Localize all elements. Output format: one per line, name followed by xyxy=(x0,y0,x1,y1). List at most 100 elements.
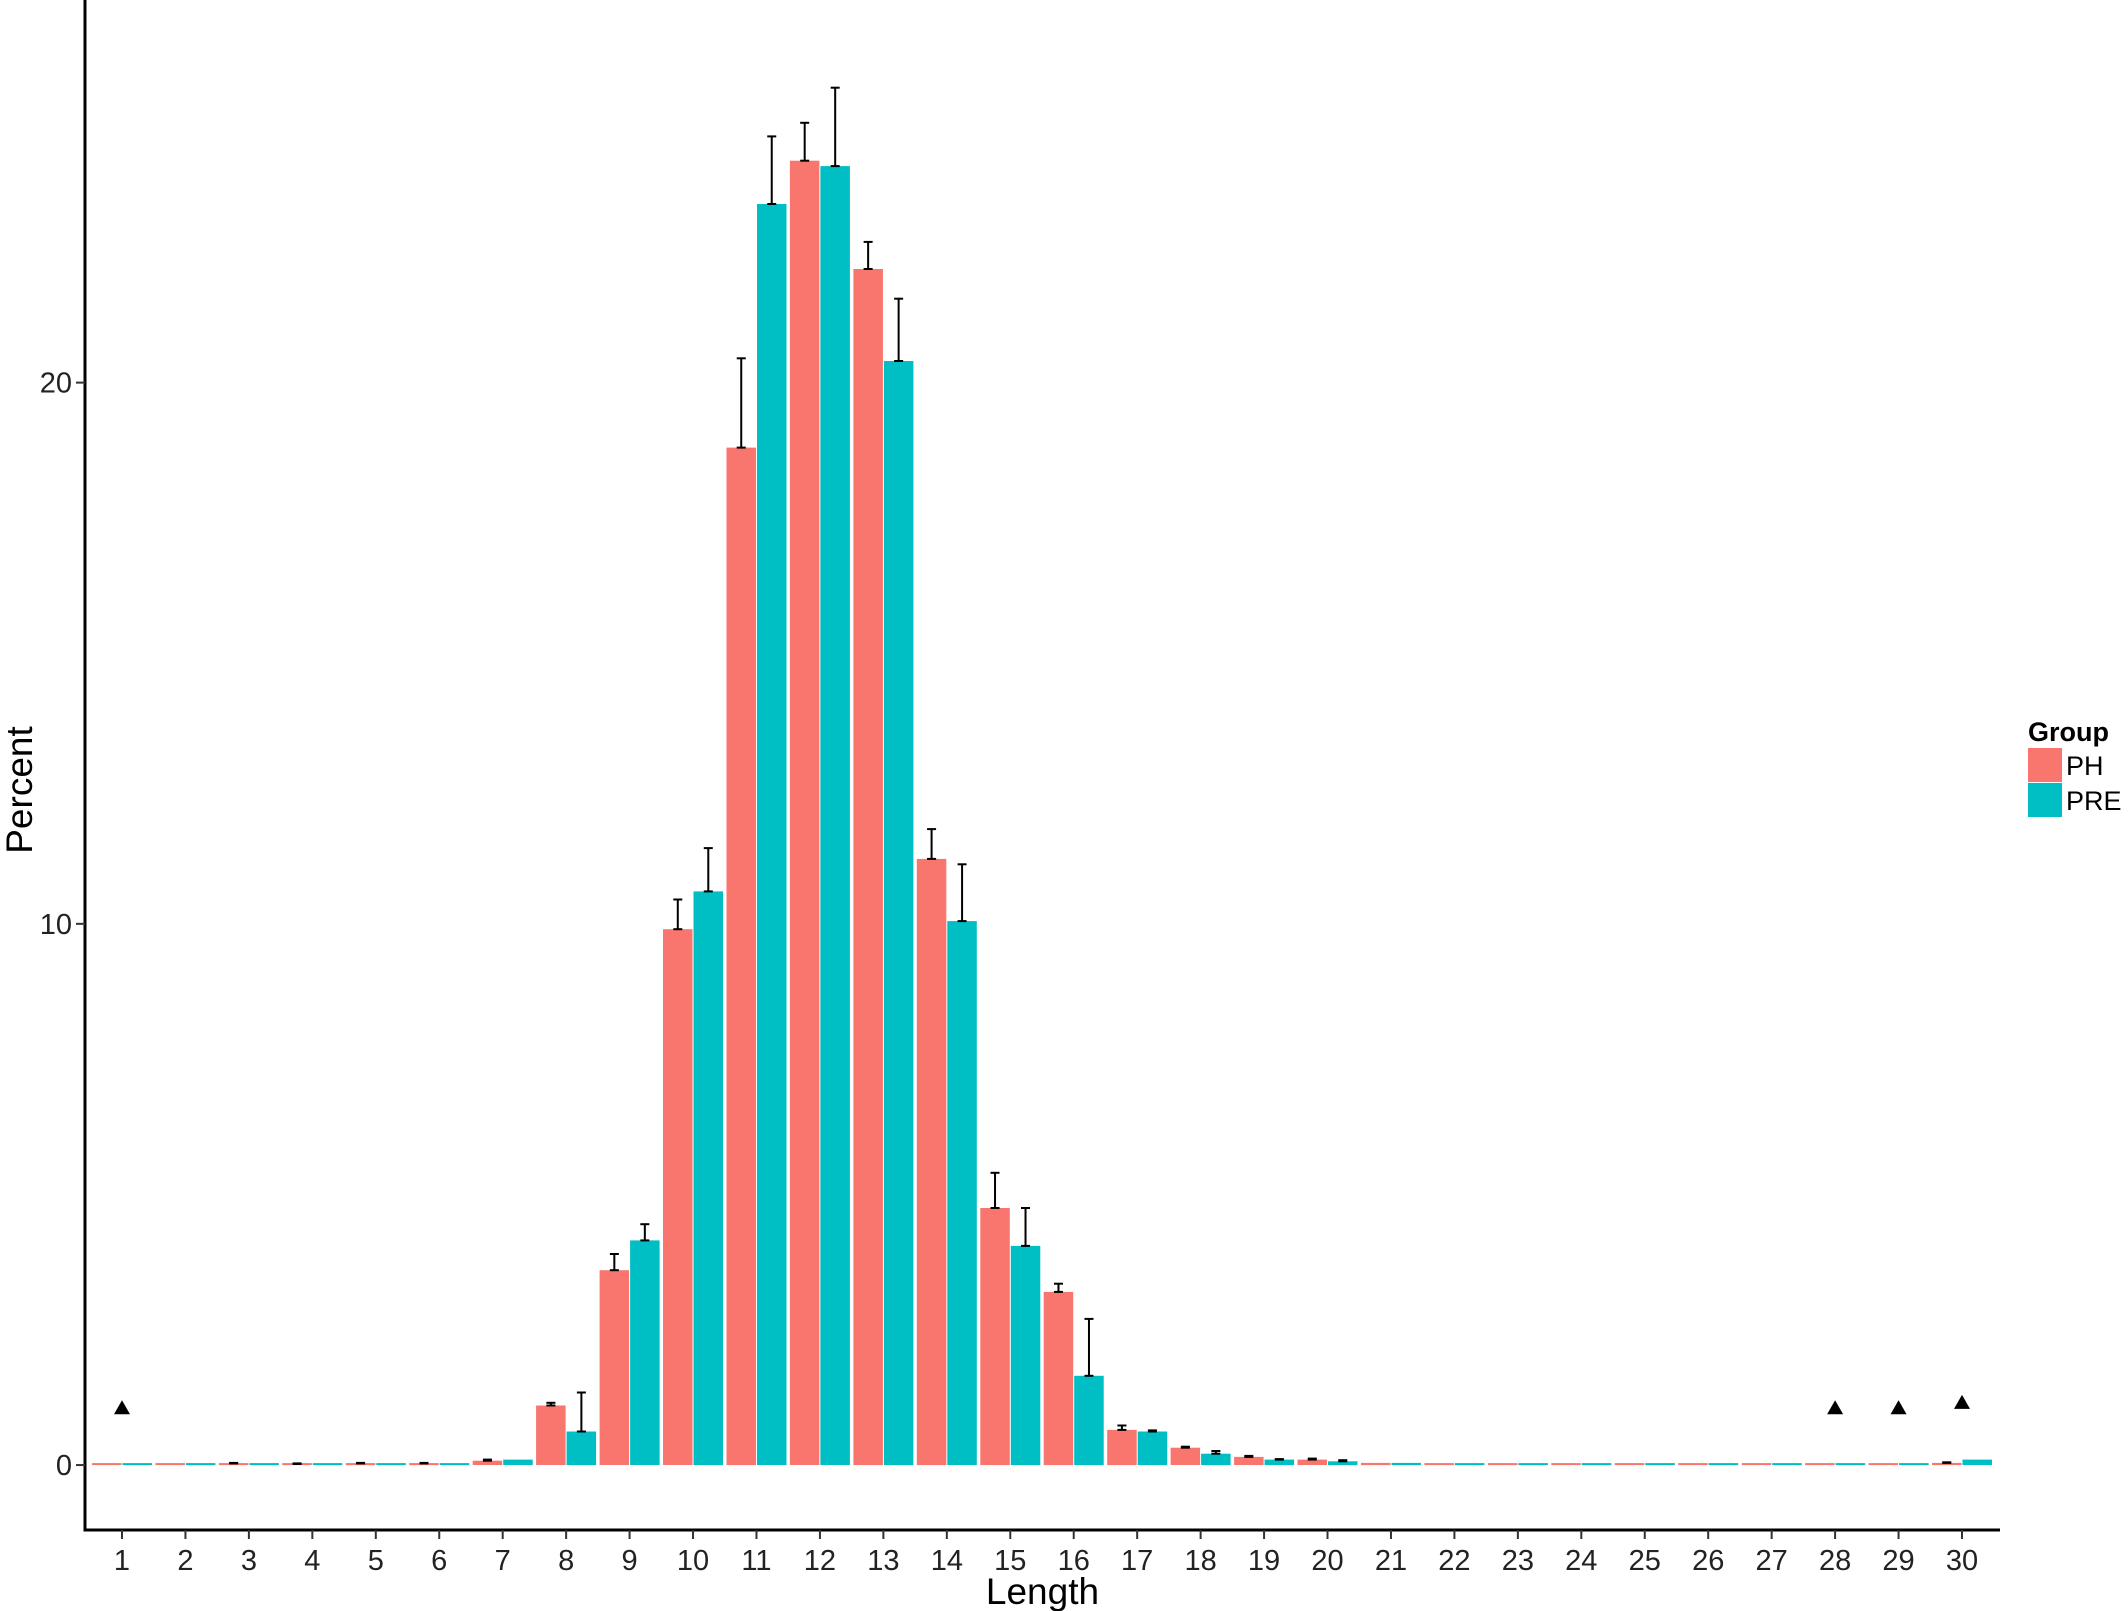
x-tick-label-29: 29 xyxy=(1882,1545,1914,1577)
bar-pre-11 xyxy=(757,204,787,1465)
x-tick-label-6: 6 xyxy=(431,1545,447,1577)
x-tick-label-19: 19 xyxy=(1248,1545,1280,1577)
legend-swatch-ph xyxy=(2028,748,2062,782)
x-tick-label-24: 24 xyxy=(1565,1545,1597,1577)
bar-ph-11 xyxy=(726,447,756,1466)
x-tick-label-5: 5 xyxy=(368,1545,384,1577)
error-bar-ph-11 xyxy=(736,357,746,449)
x-tick-label-27: 27 xyxy=(1756,1545,1788,1577)
bars-layer xyxy=(92,160,1992,1466)
y-tick-label-0: 0 xyxy=(56,1450,72,1482)
error-bar-pre-16 xyxy=(1084,1317,1094,1377)
y-axis-ticks: 0 10 20 xyxy=(40,368,85,1482)
error-bar-pre-14 xyxy=(957,863,967,923)
bar-pre-4 xyxy=(312,1463,343,1466)
bar-pre-16 xyxy=(1074,1375,1104,1466)
error-bar-pre-17 xyxy=(1147,1429,1157,1433)
x-axis-ticks: 1 2 3 4 5 6 7 8 9 10 11 12 13 14 15 16 17 18 19 20 21 22 23 24 2… xyxy=(114,1530,1978,1577)
bar-ph-22 xyxy=(1424,1463,1454,1466)
error-bar-pre-15 xyxy=(1021,1207,1031,1247)
x-tick-label-30: 30 xyxy=(1946,1545,1978,1577)
error-bar-pre-13 xyxy=(894,297,904,362)
bar-pre-24 xyxy=(1581,1463,1612,1466)
bar-pre-1 xyxy=(122,1463,152,1466)
bar-pre-21 xyxy=(1391,1462,1421,1466)
error-bar-ph-5 xyxy=(356,1461,366,1465)
bar-pre-10 xyxy=(693,891,723,1466)
error-bar-ph-30 xyxy=(1942,1461,1952,1464)
x-tick-label-4: 4 xyxy=(304,1545,320,1577)
bar-ph-1 xyxy=(92,1463,122,1466)
error-bar-pre-20 xyxy=(1338,1459,1348,1463)
x-tick-label-18: 18 xyxy=(1184,1545,1216,1577)
bar-pre-20 xyxy=(1328,1461,1358,1466)
bar-pre-30 xyxy=(1962,1459,1992,1465)
x-tick-label-1: 1 xyxy=(114,1545,130,1577)
error-bar-ph-12 xyxy=(800,121,810,162)
legend-label-ph: PH xyxy=(2066,751,2104,781)
legend-items: PH PRE xyxy=(2028,748,2122,817)
error-bar-pre-11 xyxy=(767,135,777,205)
x-tick-label-8: 8 xyxy=(558,1545,574,1577)
bar-ph-25 xyxy=(1614,1463,1645,1466)
error-bar-pre-9 xyxy=(640,1223,650,1242)
x-tick-label-2: 2 xyxy=(177,1545,193,1577)
bar-ph-30 xyxy=(1932,1462,1962,1466)
bar-pre-2 xyxy=(185,1463,216,1466)
bar-ph-9 xyxy=(599,1270,630,1465)
bar-pre-6 xyxy=(439,1463,470,1466)
x-tick-label-14: 14 xyxy=(931,1545,963,1577)
error-bar-ph-3 xyxy=(229,1461,239,1465)
bar-ph-7 xyxy=(472,1460,503,1465)
bar-ph-13 xyxy=(853,269,883,1466)
x-tick-label-22: 22 xyxy=(1438,1545,1470,1577)
error-bar-ph-17 xyxy=(1117,1424,1127,1431)
legend-title: Group xyxy=(2028,717,2109,747)
bar-pre-8 xyxy=(566,1431,597,1466)
significance-marker-29 xyxy=(1890,1400,1907,1415)
bar-pre-15 xyxy=(1010,1245,1041,1466)
error-bar-pre-19 xyxy=(1274,1458,1284,1461)
error-bars-layer xyxy=(229,86,1952,1465)
bar-ph-20 xyxy=(1297,1459,1327,1465)
bar-pre-29 xyxy=(1899,1463,1929,1466)
error-bar-pre-18 xyxy=(1211,1450,1221,1455)
bar-ph-27 xyxy=(1741,1463,1772,1466)
bar-ph-29 xyxy=(1868,1463,1899,1466)
error-bar-ph-19 xyxy=(1244,1454,1254,1458)
bar-ph-17 xyxy=(1107,1429,1137,1466)
bar-pre-9 xyxy=(630,1240,660,1465)
bar-ph-19 xyxy=(1234,1456,1264,1465)
x-axis-title: Length xyxy=(986,1571,1099,1611)
bar-ph-23 xyxy=(1487,1463,1518,1466)
bar-pre-3 xyxy=(249,1463,279,1466)
bar-pre-28 xyxy=(1835,1463,1866,1466)
x-tick-label-20: 20 xyxy=(1311,1545,1343,1577)
x-tick-label-25: 25 xyxy=(1629,1545,1661,1577)
x-tick-label-11: 11 xyxy=(741,1545,771,1577)
bar-ph-26 xyxy=(1678,1463,1708,1466)
legend: Group PH PRE xyxy=(2028,717,2122,817)
error-bar-ph-20 xyxy=(1307,1457,1317,1461)
y-axis-title: Percent xyxy=(0,726,40,854)
x-tick-label-26: 26 xyxy=(1692,1545,1724,1577)
error-bar-pre-8 xyxy=(576,1391,586,1433)
bar-pre-17 xyxy=(1137,1431,1168,1466)
significance-marker-1 xyxy=(114,1400,130,1415)
bar-ph-21 xyxy=(1361,1462,1391,1466)
error-bar-ph-16 xyxy=(1053,1282,1063,1293)
bar-pre-5 xyxy=(376,1463,406,1466)
error-bar-ph-4 xyxy=(292,1462,302,1465)
bar-pre-26 xyxy=(1708,1463,1739,1466)
error-bar-ph-15 xyxy=(990,1171,1000,1209)
error-bar-ph-14 xyxy=(927,828,937,860)
bar-ph-2 xyxy=(155,1463,185,1466)
bar-ph-28 xyxy=(1805,1463,1835,1466)
x-tick-label-3: 3 xyxy=(241,1545,257,1577)
x-tick-label-7: 7 xyxy=(495,1545,511,1577)
y-tick-label-20: 20 xyxy=(40,368,72,400)
error-bar-ph-6 xyxy=(419,1461,429,1465)
bar-ph-14 xyxy=(916,858,947,1466)
x-tick-label-12: 12 xyxy=(804,1545,836,1577)
